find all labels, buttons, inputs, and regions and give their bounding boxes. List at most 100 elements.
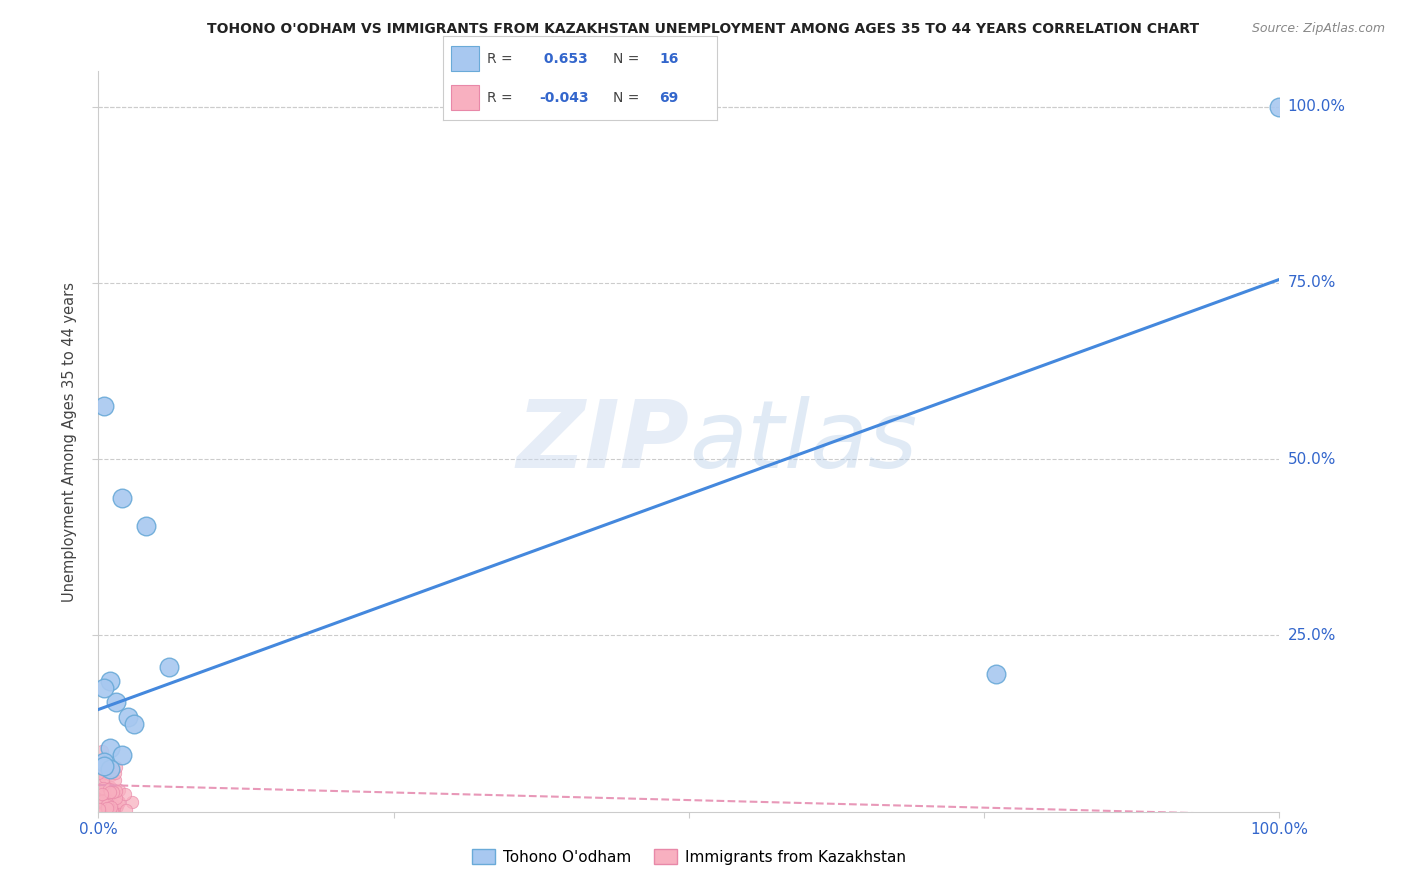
Legend: Tohono O'odham, Immigrants from Kazakhstan: Tohono O'odham, Immigrants from Kazakhst… — [467, 843, 911, 871]
Point — [91, 780, 114, 795]
Point — [100, 804, 122, 818]
Point — [97, 801, 120, 815]
Point — [97, 798, 120, 813]
Point — [96, 761, 118, 775]
Point — [105, 798, 128, 813]
Point — [96, 794, 118, 808]
Point — [157, 660, 180, 674]
Point — [104, 783, 127, 797]
Bar — [451, 45, 478, 71]
Point — [91, 789, 114, 803]
Text: TOHONO O'ODHAM VS IMMIGRANTS FROM KAZAKHSTAN UNEMPLOYMENT AMONG AGES 35 TO 44 YE: TOHONO O'ODHAM VS IMMIGRANTS FROM KAZAKH… — [207, 22, 1199, 37]
Point — [105, 695, 128, 709]
Point — [91, 794, 114, 808]
Point — [96, 803, 118, 817]
Point — [101, 782, 124, 797]
Point — [98, 804, 121, 818]
Point — [91, 796, 114, 810]
Point — [107, 794, 129, 808]
Point — [96, 765, 118, 780]
Point — [91, 795, 114, 809]
Point — [90, 766, 112, 780]
Point — [90, 787, 112, 801]
Point — [91, 801, 114, 815]
Point — [105, 801, 128, 815]
Point — [103, 798, 125, 813]
Point — [91, 796, 114, 810]
Point — [90, 789, 112, 804]
Point — [98, 674, 121, 689]
Point — [103, 785, 125, 799]
Point — [117, 709, 139, 723]
Point — [96, 797, 118, 811]
Point — [115, 803, 138, 817]
Point — [96, 802, 118, 816]
Point — [87, 789, 110, 804]
Point — [93, 759, 115, 773]
Text: Source: ZipAtlas.com: Source: ZipAtlas.com — [1251, 22, 1385, 36]
Point — [101, 805, 124, 819]
Point — [93, 787, 115, 801]
Point — [94, 789, 117, 803]
Point — [96, 783, 118, 797]
Point — [104, 765, 127, 780]
Point — [114, 787, 136, 801]
Point — [101, 764, 124, 778]
Point — [101, 797, 124, 811]
Text: 16: 16 — [659, 52, 679, 65]
Point — [98, 780, 121, 794]
Point — [135, 519, 157, 533]
Point — [93, 756, 115, 770]
Point — [93, 681, 115, 696]
Point — [105, 790, 128, 805]
Text: 100.0%: 100.0% — [1288, 99, 1346, 114]
Text: N =: N = — [613, 52, 640, 65]
Point — [122, 716, 145, 731]
Text: -0.043: -0.043 — [538, 91, 589, 104]
Point — [89, 795, 111, 809]
Point — [121, 795, 143, 809]
Text: R =: R = — [486, 91, 512, 104]
Point — [89, 793, 111, 807]
Point — [98, 793, 121, 807]
Point — [94, 770, 117, 784]
Point — [98, 784, 121, 798]
Point — [91, 767, 114, 781]
Point — [104, 773, 127, 788]
Point — [101, 804, 124, 818]
Text: 50.0%: 50.0% — [1288, 451, 1336, 467]
Point — [108, 783, 131, 797]
Text: 25.0%: 25.0% — [1288, 628, 1336, 643]
Y-axis label: Unemployment Among Ages 35 to 44 years: Unemployment Among Ages 35 to 44 years — [62, 282, 77, 601]
Point — [100, 800, 122, 814]
Point — [1268, 100, 1291, 114]
Point — [89, 785, 111, 799]
Text: N =: N = — [613, 91, 640, 104]
Text: atlas: atlas — [689, 396, 917, 487]
Point — [97, 790, 120, 805]
Point — [96, 796, 118, 810]
Point — [111, 748, 134, 763]
Point — [93, 774, 115, 789]
Point — [91, 744, 114, 758]
Point — [98, 805, 121, 819]
Point — [96, 801, 118, 815]
Text: ZIP: ZIP — [516, 395, 689, 488]
Point — [984, 667, 1007, 681]
Point — [98, 782, 121, 797]
Point — [101, 801, 124, 815]
Point — [105, 760, 128, 774]
Point — [96, 797, 118, 812]
Bar — [451, 85, 478, 111]
Point — [91, 803, 114, 817]
Point — [87, 766, 110, 780]
Point — [100, 768, 122, 782]
Point — [98, 763, 121, 777]
Point — [93, 399, 115, 413]
Text: 0.653: 0.653 — [538, 52, 588, 65]
Point — [108, 796, 131, 810]
Point — [87, 802, 110, 816]
Point — [87, 776, 110, 790]
Point — [97, 764, 120, 778]
Point — [93, 784, 115, 798]
